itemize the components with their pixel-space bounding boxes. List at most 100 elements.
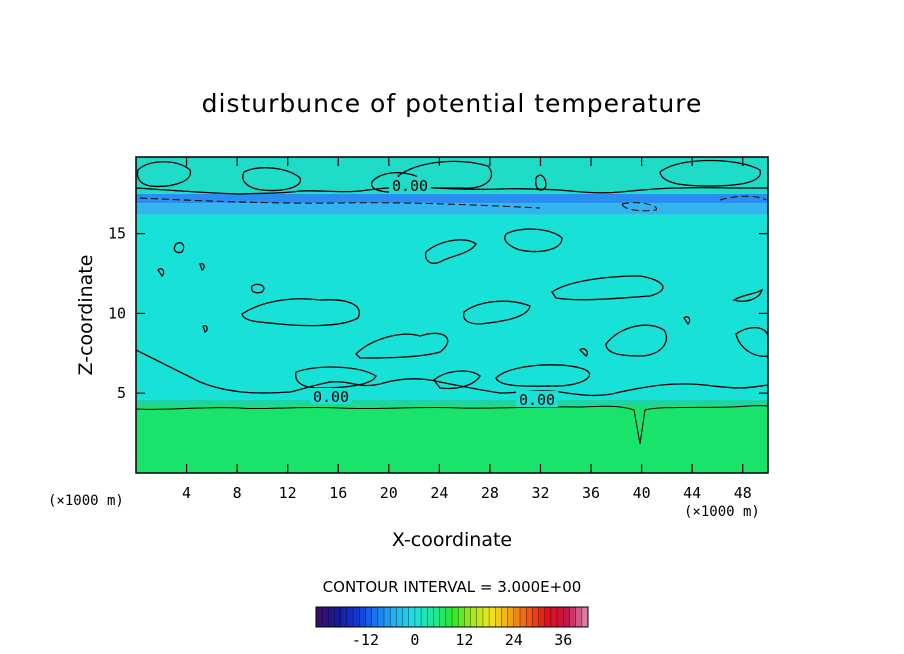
colorbar-swatch [495, 607, 502, 627]
plot-frame [135, 156, 769, 474]
contour-cloud [551, 275, 664, 301]
contour-label-group: 0.00 0.00 0.00 [310, 177, 558, 409]
colorbar-swatch [316, 607, 323, 627]
colorbar-swatch [334, 607, 342, 627]
contour-label: 0.00 [392, 177, 428, 195]
colorbar-swatch [384, 607, 391, 627]
x-axis-unit: (×1000 m) [684, 504, 760, 520]
dashed-contours [139, 195, 767, 212]
contour-small [579, 348, 588, 357]
x-tick-label: 32 [531, 484, 549, 502]
chart-title: disturbunce of potential temperature [202, 89, 703, 118]
colorbar-swatch [526, 607, 533, 627]
colorbar-swatch [563, 607, 570, 627]
contour-label: 0.00 [313, 388, 349, 406]
colorbar-swatch [520, 607, 527, 627]
field-band [136, 399, 768, 406]
colorbar-swatch [476, 607, 484, 627]
colorbar-swatch [501, 607, 509, 627]
contour-cloud [605, 324, 668, 357]
y-tick-label: 5 [117, 384, 126, 402]
colorbar-swatch [408, 607, 416, 627]
x-tick-label: 36 [582, 484, 600, 502]
contour-cloud [136, 161, 191, 188]
contour-label-bg [310, 388, 352, 404]
colorbar-swatch [346, 607, 354, 627]
y-axis: 5 10 15 [108, 225, 768, 402]
x-tick-label: 28 [481, 484, 499, 502]
colorbar-swatch [464, 607, 471, 627]
contour-negative [139, 197, 541, 209]
colorbar-swatch [433, 607, 441, 627]
contour-cloud [424, 239, 477, 264]
contour-upper [136, 186, 768, 195]
x-tick-label: 4 [182, 484, 191, 502]
colorbar-swatch [550, 607, 558, 627]
contour-cloud [242, 167, 301, 192]
x-tick-label: 40 [633, 484, 651, 502]
x-axis-label: X-coordinate [392, 529, 512, 551]
colorbar-swatch [557, 607, 564, 627]
colorbar-tick-label: 24 [505, 631, 523, 649]
contour-small [199, 262, 205, 271]
colorbar-swatch [421, 607, 428, 627]
contour-small [250, 283, 265, 294]
contour-negative [719, 195, 767, 201]
x-tick-label: 20 [380, 484, 398, 502]
contour-cloud [535, 174, 547, 191]
colorbar-tick-label: 12 [455, 631, 473, 649]
colorbar-swatch [353, 607, 360, 627]
contour-surface-lower [136, 405, 768, 445]
colorbar-swatch [414, 607, 422, 627]
contour-label-bg [389, 177, 431, 193]
colorbar-swatch [581, 607, 589, 627]
contour-lines [136, 159, 768, 445]
y-axis-label: Z-coordinate [75, 255, 97, 376]
contour-surface [136, 349, 768, 397]
colorbar-swatch [513, 607, 521, 627]
x-tick-label: 24 [430, 484, 448, 502]
contour-cloud [241, 298, 360, 327]
field-band [136, 203, 768, 215]
colorbar-swatch [365, 607, 373, 627]
x-tick-label: 8 [233, 484, 242, 502]
contour-small [173, 242, 185, 254]
colorbar-frame [315, 606, 589, 628]
field-band [136, 214, 768, 400]
field-band [136, 193, 768, 204]
contour-cloud [355, 332, 449, 359]
colorbar-swatch [470, 607, 478, 627]
contour-cloud [659, 159, 761, 187]
x-tick-label: 12 [279, 484, 297, 502]
colorbar-tick-label: -12 [352, 631, 379, 649]
y-tick-label: 15 [108, 225, 126, 243]
contour-cloud [295, 366, 377, 389]
colorbar-swatch [532, 607, 539, 627]
colorbar-swatch [452, 607, 459, 627]
colorbar-swatch [390, 607, 397, 627]
colorbar-swatch [377, 607, 385, 627]
colorbar-swatch [489, 607, 496, 627]
contour-small [732, 288, 764, 302]
contour-cloud [504, 228, 563, 253]
contour-small [157, 268, 165, 278]
x-tick-label: 16 [329, 484, 347, 502]
contour-cloud [495, 364, 591, 387]
colorbar-swatch [569, 607, 577, 627]
colorbar-swatch [507, 607, 515, 627]
colorbar-swatch [458, 607, 465, 627]
colorbar-swatch [427, 607, 434, 627]
colorbar-tick-label: 0 [410, 631, 419, 649]
colorbar-swatch [575, 607, 583, 627]
x-axis: 4 8 12 16 20 24 28 32 36 40 44 48 [182, 157, 752, 502]
colorbar-swatch [322, 607, 329, 627]
y-tick-label: 10 [108, 304, 126, 322]
colorbar-swatch [340, 607, 348, 627]
contour-label-bg [516, 391, 558, 407]
contour-label: 0.00 [519, 391, 555, 409]
x-tick-label: 44 [683, 484, 701, 502]
contour-cloud [462, 300, 531, 325]
contour-cloud [433, 370, 481, 390]
y-axis-unit: (×1000 m) [48, 493, 124, 509]
